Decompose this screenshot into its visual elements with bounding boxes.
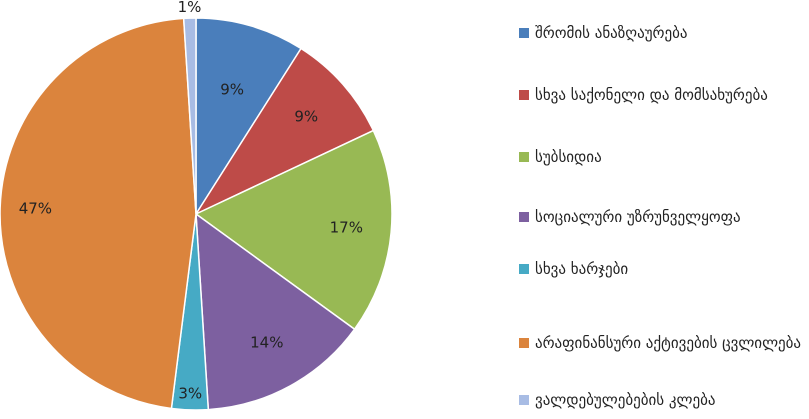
data-label-4: 14% xyxy=(250,333,283,351)
pie-slice-6 xyxy=(0,17,197,410)
data-label-5: 3% xyxy=(178,385,202,403)
data-label-6: 47% xyxy=(19,200,52,218)
legend-item-7: ვალდებულებების კლება xyxy=(519,389,803,411)
legend-swatch xyxy=(519,338,529,348)
legend-label: ვალდებულებების კლება xyxy=(535,391,716,409)
pie-slice-7 xyxy=(182,17,197,215)
legend-label: არაფინანსური აქტივების ცვლილება xyxy=(535,334,802,352)
legend-swatch xyxy=(519,264,529,274)
pie-slice-4 xyxy=(195,212,356,411)
data-label-1: 9% xyxy=(220,80,244,98)
legend-item-4: სოციალური უზრუნველყოფა xyxy=(519,206,803,228)
pie-slices xyxy=(0,17,393,411)
legend-swatch xyxy=(519,28,529,38)
legend-swatch xyxy=(519,152,529,162)
legend-item-3: სუბსიდია xyxy=(519,146,803,168)
data-label-7: 1% xyxy=(178,0,202,16)
legend-label: შრომის ანაზღაურება xyxy=(535,24,688,42)
legend-item-1: შრომის ანაზღაურება xyxy=(519,22,803,44)
pie-slice-labels: 9% 9% 17% 14% 3% 47% 1% xyxy=(19,0,363,403)
legend-label: სუბსიდია xyxy=(535,148,602,166)
legend-label: სხვა საქონელი და მომსახურება xyxy=(535,86,768,104)
pie-slice-1 xyxy=(195,17,303,217)
legend-label: სოციალური უზრუნველყოფა xyxy=(535,208,741,226)
legend-item-2: სხვა საქონელი და მომსახურება xyxy=(519,84,803,106)
pie-slice-2 xyxy=(193,47,375,216)
pie-slice-3 xyxy=(194,129,393,331)
legend-label: სხვა ხარჯები xyxy=(535,260,629,278)
legend-swatch xyxy=(519,212,529,222)
legend-item-6: არაფინანსური აქტივების ცვლილება xyxy=(519,332,803,354)
data-label-3: 17% xyxy=(330,219,363,237)
data-label-2: 9% xyxy=(294,107,318,125)
legend-item-5: სხვა ხარჯები xyxy=(519,258,803,280)
legend-swatch xyxy=(519,395,529,405)
legend-swatch xyxy=(519,90,529,100)
